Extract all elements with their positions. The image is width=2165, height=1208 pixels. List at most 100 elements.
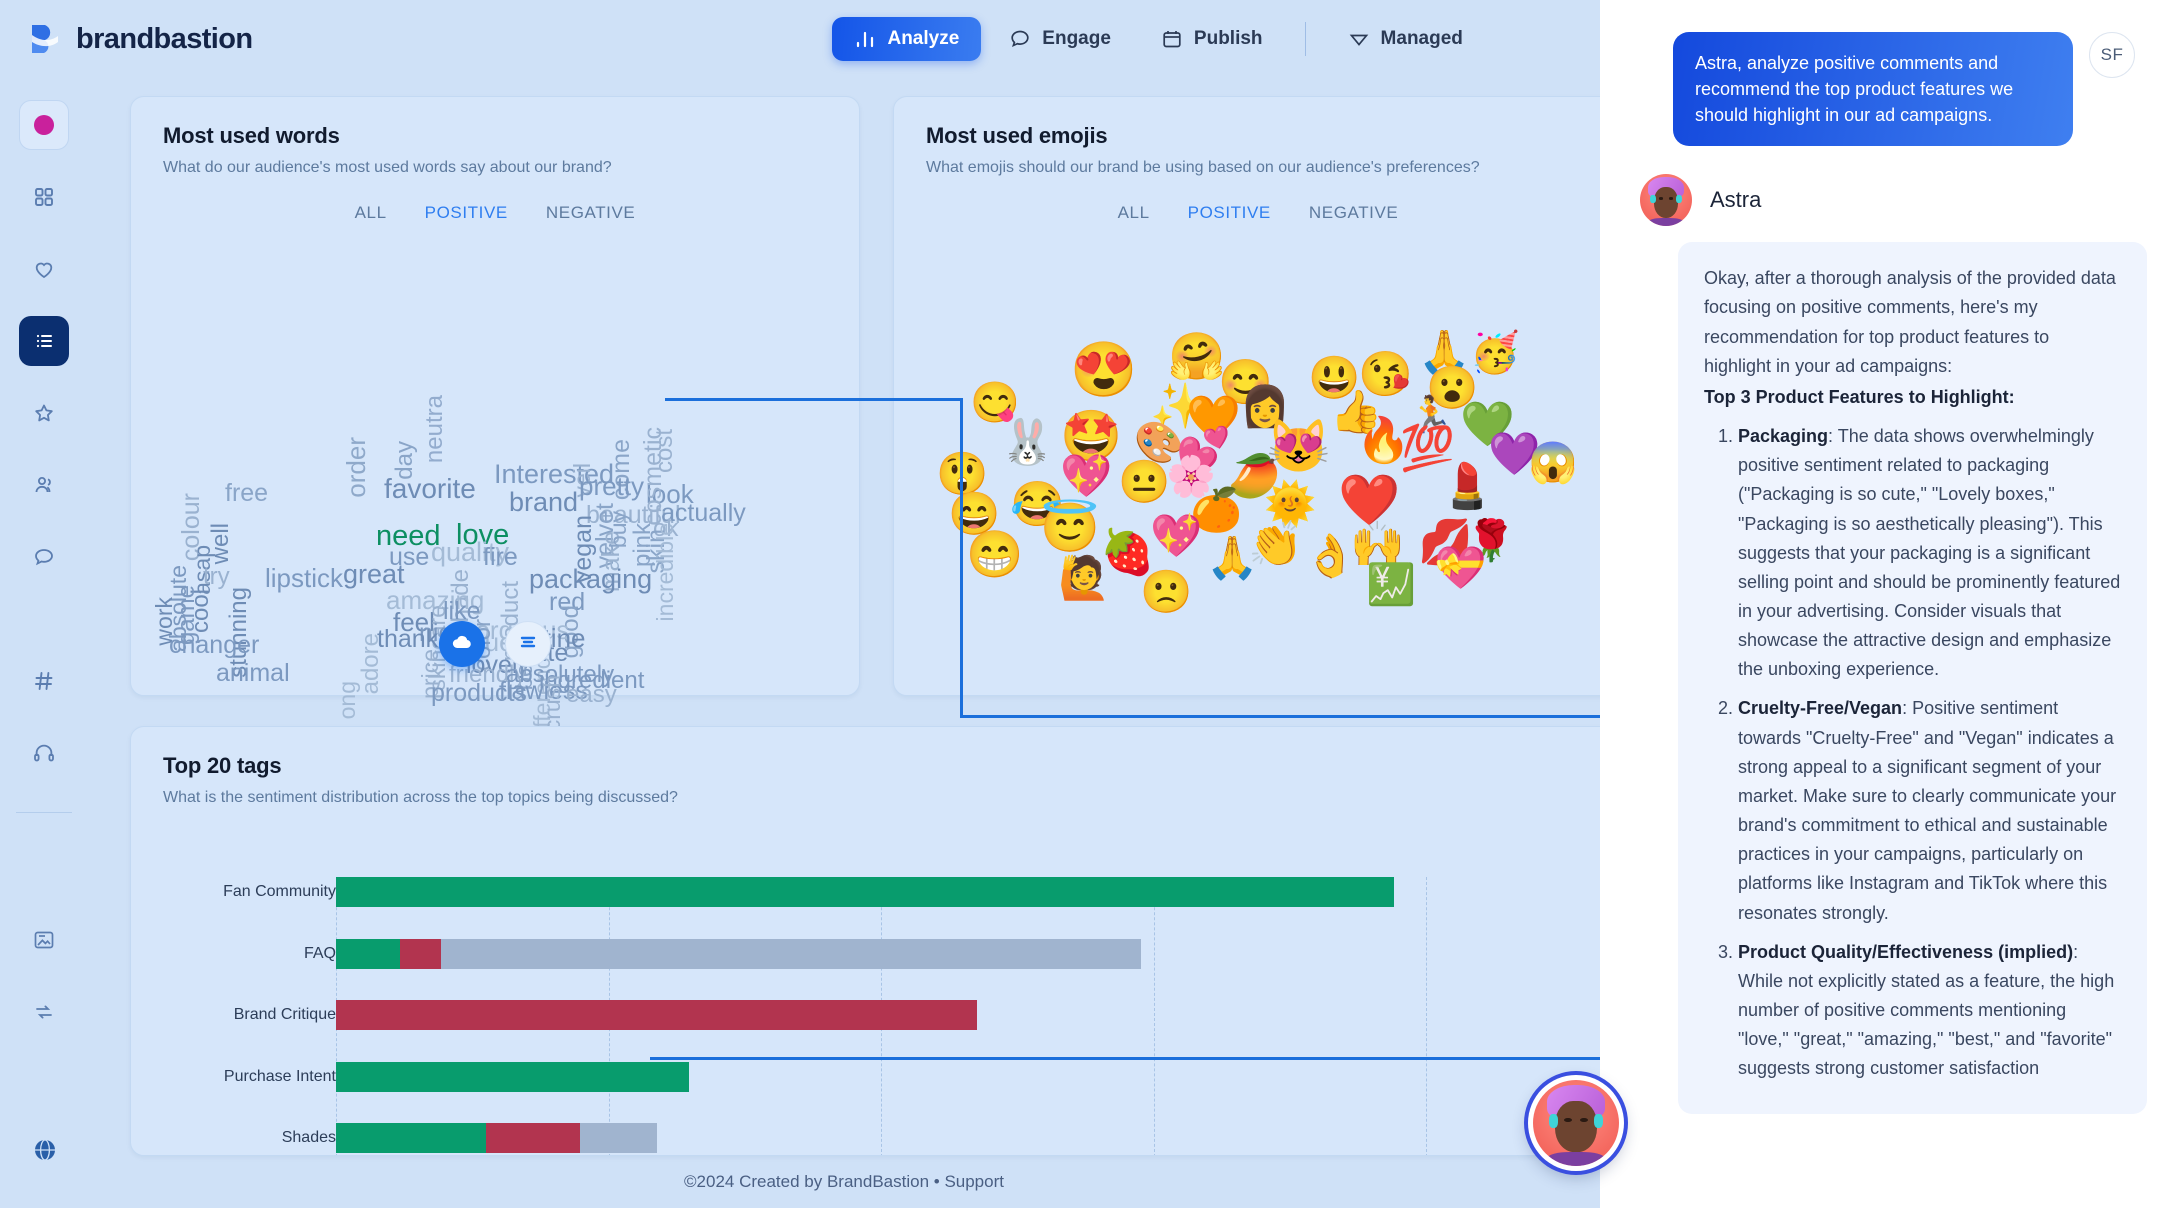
emoji-cloud-item[interactable]: 💚 [1460,400,1515,449]
emoji-cloud-item[interactable]: 👍 [1330,388,1383,435]
emoji-cloud-item[interactable]: 👌 [1304,532,1357,579]
emoji-cloud-item[interactable]: 💖 [1060,452,1113,499]
word-cloud-term[interactable]: ok [653,515,679,542]
sidebar-item-media[interactable] [19,915,69,965]
chart-row[interactable]: Brand Critique [131,1000,1619,1030]
nav-tab-publish[interactable]: Publish [1139,17,1285,61]
emoji-cloud-item[interactable]: 💜 [1488,430,1541,477]
emoji-cloud-item[interactable]: 👩 [1240,385,1290,429]
word-cloud-term[interactable]: brand [509,487,579,517]
emoji-cloud-item[interactable]: 😻 [1266,418,1331,476]
chart-row[interactable]: Fan Community [131,877,1619,907]
word-cloud-term[interactable]: free [225,479,269,507]
emoji-cloud-item[interactable]: 😊 [1218,358,1273,407]
emoji-cloud-item[interactable]: 🌸 [1166,455,1216,499]
emoji-cloud[interactable]: 😍🤗✨😊😃😘🙏🥳😮😋🤩🐰🎨🧡👩👍🏃💚💜😱💕😻🔥💯😲💖😐🌸🥭😄😂🍊🌞❤️💄😇😁🍓💖… [918,325,1600,625]
chart-row-bar[interactable] [336,877,1394,907]
footer-support-link[interactable]: Support [944,1172,1004,1191]
word-cloud-term[interactable]: look [646,479,694,509]
sidebar-item-brand[interactable] [19,100,69,150]
word-cloud-term[interactable]: try [203,563,230,590]
word-cloud-term[interactable]: neutra [421,395,448,464]
emoji-cloud-item[interactable]: 💹 [1366,563,1416,607]
chart-row-bar[interactable] [336,1061,689,1092]
words-filter-positive[interactable]: POSITIVE [424,203,508,222]
sidebar-item-repost[interactable] [19,987,69,1037]
chart-row-bar[interactable] [336,938,1141,969]
emoji-cloud-item[interactable]: 💖 [1150,512,1203,559]
emoji-cloud-item[interactable]: ❤️ [1338,472,1401,528]
emoji-cloud-item[interactable]: 😁 [966,528,1024,580]
word-cloud-term[interactable]: ong [334,681,360,720]
word-cloud-term[interactable]: great [343,559,405,589]
word-cloud-term[interactable]: animal [216,659,290,687]
emoji-cloud-item[interactable]: 🐰 [1000,418,1055,467]
word-cloud[interactable]: order free colour day neutra favorite Interest… [131,333,861,746]
chart-row[interactable]: Shades [131,1123,1619,1153]
emoji-cloud-item[interactable]: 👏 [1248,520,1303,569]
sidebar-item-audience[interactable] [19,460,69,510]
chart-row-bar[interactable] [336,1123,657,1153]
emoji-cloud-item[interactable]: 😐 [1118,458,1171,505]
emoji-cloud-item[interactable]: 🙏 [1206,534,1259,581]
word-cloud-term[interactable]: lipstick [265,563,344,593]
emoji-cloud-item[interactable]: 😮 [1426,364,1479,411]
emoji-cloud-item[interactable]: 😋 [970,381,1020,425]
word-cloud-term[interactable]: thank [377,625,439,653]
emoji-cloud-item[interactable]: 😇 [1040,502,1100,555]
astra-assistant-button[interactable] [1528,1075,1624,1171]
words-filter-all[interactable]: ALL [354,203,387,222]
word-cloud-term[interactable]: incredible [652,523,678,622]
sidebar-item-hashtags[interactable] [19,656,69,706]
emoji-cloud-item[interactable]: 😂 [1010,480,1065,529]
word-cloud-term[interactable]: feel [393,607,435,637]
word-cloud-term[interactable]: use [389,543,430,571]
emoji-cloud-item[interactable]: 💯 [1400,424,1455,473]
emojis-filter-positive[interactable]: POSITIVE [1187,203,1271,222]
emoji-cloud-item[interactable]: 🤗 [1168,330,1226,382]
emoji-cloud-item[interactable]: 🔥 [1356,416,1411,465]
emoji-cloud-item[interactable]: 🎨 [1134,421,1184,465]
word-cloud-term[interactable]: like [443,597,481,625]
word-cloud-term[interactable]: flawless [499,677,588,705]
emoji-cloud-item[interactable]: 🌹 [1466,519,1516,563]
sidebar-item-globe[interactable] [19,1124,69,1174]
word-cloud-term[interactable]: order [341,437,371,498]
emoji-cloud-item[interactable]: 🥭 [1228,452,1281,499]
sidebar-item-favorites-heart[interactable] [19,244,69,294]
word-cloud-term[interactable]: actually [661,499,746,527]
word-cloud-term[interactable]: favorite [384,473,476,504]
cloud-view-button[interactable] [439,621,485,667]
emoji-cloud-item[interactable]: 😄 [948,490,1001,537]
nav-tab-managed[interactable]: Managed [1326,17,1485,61]
emoji-cloud-item[interactable]: 😍 [1070,340,1138,400]
word-cloud-term[interactable]: products [431,679,527,707]
emoji-cloud-item[interactable]: 🤩 [1060,408,1123,464]
word-cloud-term[interactable]: amazing [386,585,485,615]
word-cloud-term[interactable]: ingredient [539,667,645,694]
word-cloud-term[interactable]: Interested [494,459,615,489]
emoji-cloud-item[interactable]: 🥳 [1470,331,1520,375]
sentiment-bar-chart[interactable]: Fan Community FAQ Brand Critique Purchase I… [131,877,1619,1155]
word-cloud-term[interactable]: changer [169,631,260,659]
emoji-cloud-item[interactable]: 🍓 [1100,528,1155,577]
word-cloud-term[interactable]: love [456,519,510,551]
emoji-cloud-item[interactable]: 💄 [1440,462,1495,511]
emoji-cloud-item[interactable]: 🌞 [1264,480,1317,527]
chart-row[interactable]: Purchase Intent [131,1061,1619,1092]
word-cloud-term[interactable]: need [376,520,441,552]
emoji-cloud-item[interactable]: 💕 [1176,426,1231,475]
user-avatar[interactable]: SF [2089,32,2135,78]
word-cloud-term[interactable]: quality [431,537,510,567]
emoji-cloud-item[interactable]: 😘 [1358,350,1413,399]
emoji-cloud-item[interactable]: 🙋 [1058,554,1111,601]
emojis-filter-all[interactable]: ALL [1117,203,1150,222]
nav-tab-analyze[interactable]: Analyze [832,17,982,61]
brand-logo[interactable]: brandbastion [28,22,253,56]
words-filter-negative[interactable]: NEGATIVE [545,203,636,222]
chart-row-bar[interactable] [336,1000,978,1030]
word-cloud-term[interactable]: fire [483,543,518,571]
emoji-cloud-item[interactable]: 😃 [1308,354,1361,401]
emoji-cloud-item[interactable]: 🧡 [1186,394,1241,443]
emoji-cloud-item[interactable]: 🙏 [1418,328,1471,375]
